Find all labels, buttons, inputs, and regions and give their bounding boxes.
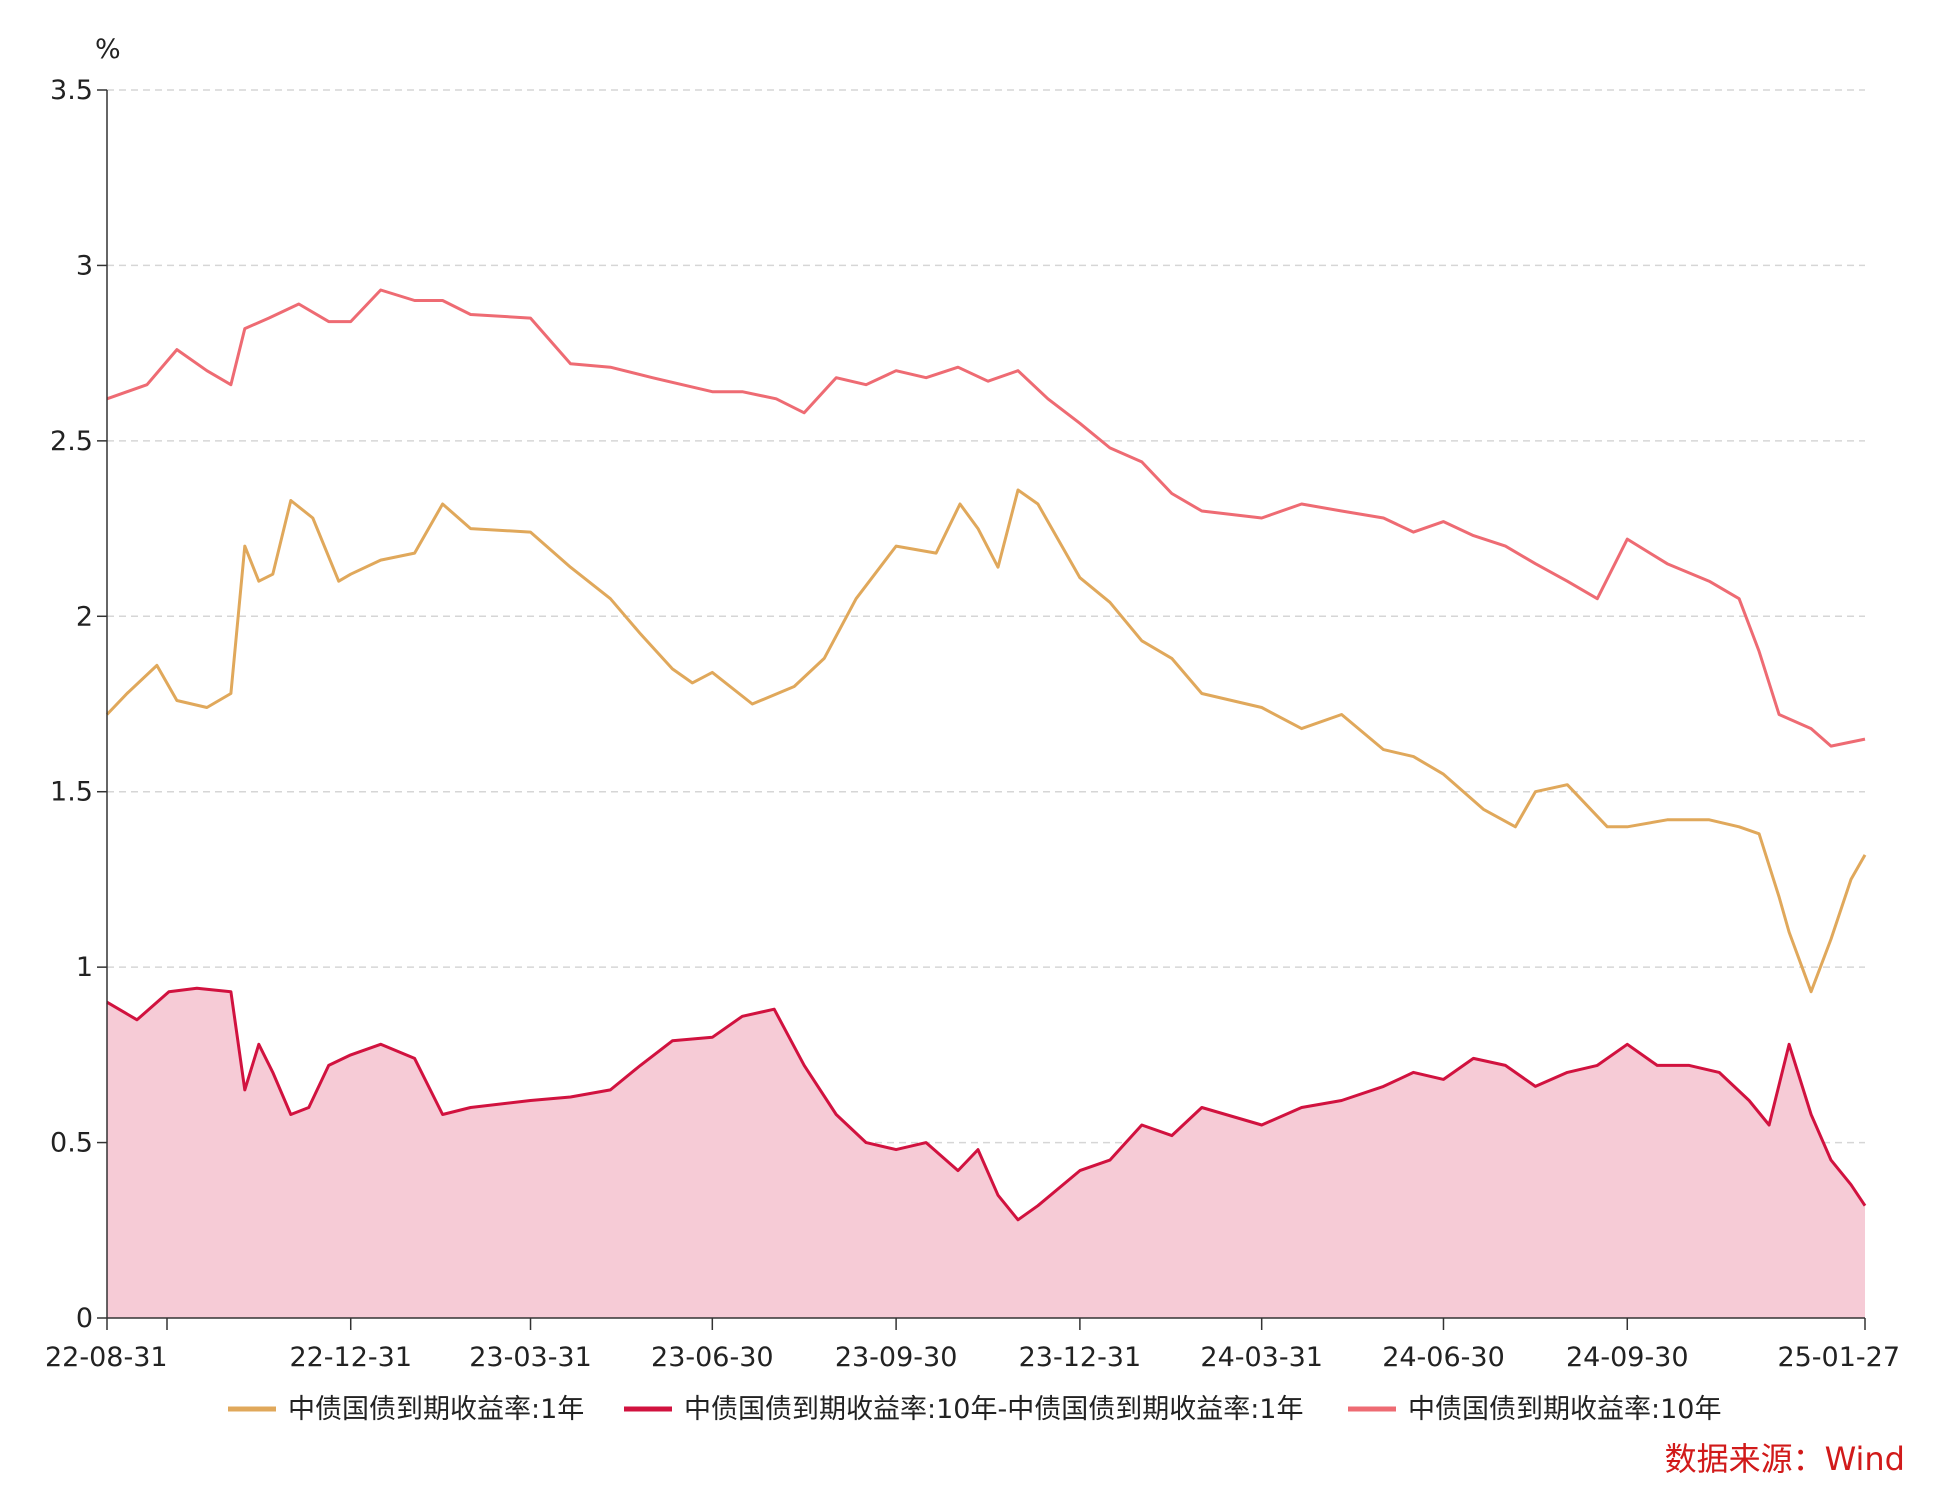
series-lines xyxy=(105,288,1867,1222)
y-tick-label: 3.5 xyxy=(50,75,93,106)
gridlines xyxy=(107,89,1865,1144)
legend-label-one-year-yield: 中债国债到期收益率:1年 xyxy=(288,1394,584,1425)
y-tick-label: 2.5 xyxy=(50,426,93,457)
x-tick-label: 23-12-31 xyxy=(1019,1342,1142,1373)
y-tick-label: 3 xyxy=(76,250,93,281)
x-tick-label: 23-03-31 xyxy=(469,1342,592,1373)
y-tick-label: 0 xyxy=(76,1303,93,1334)
x-tick-label: 24-03-31 xyxy=(1200,1342,1323,1373)
y-tick-label: 1.5 xyxy=(50,777,93,808)
y-tick-label: 0.5 xyxy=(50,1128,93,1159)
legend-label-spread-10y-1y: 中债国债到期收益率:10年-中债国债到期收益率:1年 xyxy=(684,1394,1303,1425)
ten-year-yield-line xyxy=(106,288,1866,748)
legend: 中债国债到期收益率:1年 中债国债到期收益率:10年-中债国债到期收益率:1年 中债… xyxy=(228,1394,1721,1425)
spread-10y-1y-line xyxy=(106,986,1867,1222)
x-axis-ticks: 22-08-31 22-12-31 23-03-31 23-06-30 23-09-30… xyxy=(45,1318,1900,1373)
x-tick-label: 24-06-30 xyxy=(1382,1342,1505,1373)
x-tick-label: 23-09-30 xyxy=(835,1342,958,1373)
y-axis-unit: % xyxy=(95,34,121,65)
y-tick-label: 2 xyxy=(76,601,93,632)
legend-label-ten-year-yield: 中债国债到期收益率:10年 xyxy=(1408,1394,1721,1425)
y-tick-label: 1 xyxy=(76,952,93,983)
spread-10y-1y-area xyxy=(107,988,1865,1318)
x-tick-label: 22-12-31 xyxy=(289,1342,412,1373)
x-tick-label: 22-08-31 xyxy=(45,1342,168,1373)
y-axis-ticks: 0 0.5 1 1.5 2 2.5 3 3.5 xyxy=(50,75,107,1334)
axes xyxy=(106,90,1865,1319)
x-tick-label: 25-01-27 xyxy=(1777,1342,1900,1373)
spread-area-layer xyxy=(107,988,1865,1318)
x-tick-label: 23-06-30 xyxy=(651,1342,774,1373)
one-year-yield-line xyxy=(105,488,1867,994)
x-tick-label: 24-09-30 xyxy=(1566,1342,1689,1373)
data-source-label: 数据来源：Wind xyxy=(1665,1440,1905,1478)
